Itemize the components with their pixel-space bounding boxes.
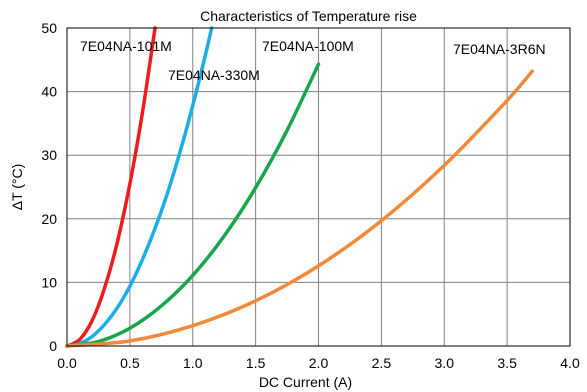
series-line-7e04na-330m <box>65 26 214 348</box>
series-line-7e04na-101m <box>65 26 157 348</box>
x-axis-label: DC Current (A) <box>259 374 352 390</box>
grid <box>67 28 570 346</box>
series-line-7e04na-3r6n <box>65 69 535 348</box>
x-tick-label: 0.5 <box>120 355 140 371</box>
y-axis-label: ΔT (°C) <box>9 164 25 211</box>
x-tick-label: 0.0 <box>57 355 77 371</box>
x-tick-labels: 0.0 0.5 1.0 1.5 2.0 2.5 3.0 3.5 4.0 <box>57 355 580 371</box>
x-tick-label: 2.5 <box>372 355 392 371</box>
x-tick-label: 2.0 <box>309 355 329 371</box>
chart-title: Characteristics of Temperature rise <box>200 8 417 24</box>
y-tick-label: 50 <box>41 20 57 36</box>
x-tick-label: 3.5 <box>497 355 517 371</box>
series-label-7e04na-100m: 7E04NA-100M <box>262 38 354 54</box>
y-tick-label: 30 <box>41 147 57 163</box>
y-tick-label: 0 <box>49 338 57 354</box>
x-tick-label: 3.0 <box>435 355 455 371</box>
series-label-7e04na-3r6n: 7E04NA-3R6N <box>453 41 546 57</box>
y-tick-label: 20 <box>41 211 57 227</box>
x-tick-label: 4.0 <box>560 355 580 371</box>
series-label-7e04na-101m: 7E04NA-101M <box>80 38 172 54</box>
series-line-7e04na-100m <box>65 62 321 348</box>
x-tick-label: 1.0 <box>183 355 203 371</box>
y-tick-labels: 0 10 20 30 40 50 <box>41 20 57 354</box>
y-tick-label: 10 <box>41 274 57 290</box>
x-tick-label: 1.5 <box>246 355 266 371</box>
plot-frame <box>66 27 571 347</box>
y-tick-label: 40 <box>41 84 57 100</box>
series-label-7e04na-330m: 7E04NA-330M <box>168 67 260 83</box>
series-lines <box>65 26 535 348</box>
